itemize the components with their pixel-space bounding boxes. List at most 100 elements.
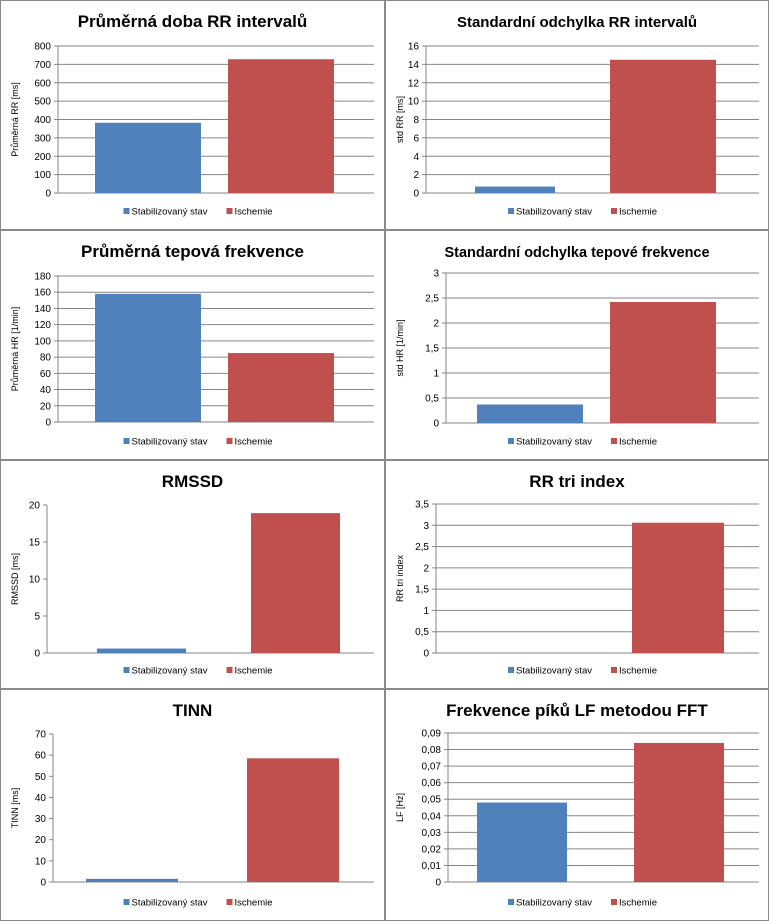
y-tick-label: 0,06 — [422, 778, 442, 789]
legend-swatch-ischemie — [226, 899, 233, 905]
bar-ischemie — [610, 302, 716, 423]
legend-swatch-stabilizovany-stav — [508, 208, 514, 214]
y-tick-label: 8 — [413, 115, 419, 126]
y-tick-label: 14 — [408, 60, 420, 71]
y-tick-label: 10 — [29, 575, 41, 586]
y-tick-label: 0,09 — [422, 729, 442, 740]
y-tick-label: 6 — [413, 133, 419, 144]
legend-swatch-ischemie — [611, 899, 617, 905]
y-axis-label: TINN [ms] — [10, 788, 20, 829]
bar-stabilizovany-stav — [477, 404, 583, 423]
bar-ischemie — [247, 758, 339, 882]
legend: Stabilizovaný stav Ischemie — [123, 437, 273, 448]
chart-title: TINN — [173, 701, 213, 720]
legend-label: Stabilizovaný stav — [516, 898, 592, 909]
legend-label: Ischemie — [619, 437, 657, 448]
legend-swatch-stabilizovany-stav — [508, 899, 514, 905]
chart-svg: TINN 0 10 20 30 40 50 60 70 TINN [ms] Stabilizovan… — [10, 701, 374, 909]
bar-ischemie — [632, 522, 724, 653]
y-tick-label: 0,03 — [422, 828, 442, 839]
y-tick-label: 3 — [433, 269, 439, 280]
chart-title: Frekvence píků LF metodou FFT — [446, 701, 708, 720]
chart-svg: Průměrná tepová frekvence 0 20 40 60 80 100 120… — [10, 242, 374, 448]
bar-stabilizovany-stav — [95, 293, 201, 422]
chart-svg: Standardní odchylka RR intervalů 0 2 4 6 8 10 1… — [395, 14, 759, 218]
chart-panel-tinn: TINN 0 10 20 30 40 50 60 70 TINN [ms] Stabilizovan… — [0, 689, 385, 921]
y-tick-label: 2 — [423, 563, 429, 574]
y-tick-label: 16 — [408, 42, 420, 53]
chart-title: Průměrná tepová frekvence — [81, 242, 304, 261]
legend-label: Stabilizovaný stav — [132, 437, 208, 448]
legend-swatch-ischemie — [226, 667, 233, 673]
y-tick-label: 0 — [34, 649, 40, 660]
legend-swatch-stabilizovany-stav — [508, 667, 514, 673]
bar-ischemie — [228, 59, 334, 194]
bar-ischemie — [251, 513, 340, 653]
y-tick-label: 20 — [40, 401, 52, 412]
y-tick-label: 140 — [34, 304, 51, 315]
legend-swatch-stabilizovany-stav — [123, 438, 130, 444]
y-tick-label: 12 — [408, 78, 420, 89]
y-tick-label: 1 — [433, 369, 439, 380]
chart-panel-prumerna-doba-rr-intervalu: Průměrná doba RR intervalů 0 100 200 300 400 5… — [0, 0, 385, 230]
y-tick-label: 0,07 — [422, 762, 442, 773]
y-tick-label: 1,5 — [425, 344, 439, 355]
bar-stabilizovany-stav — [95, 122, 201, 193]
legend-swatch-ischemie — [226, 438, 233, 444]
chart-panel-rr-tri-index: RR tri index 0 0,5 1 1,5 2 2,5 3 3,5 RR tri index… — [385, 460, 769, 689]
y-tick-label: 200 — [34, 152, 51, 163]
y-tick-label: 0,5 — [425, 394, 439, 405]
chart-svg: Průměrná doba RR intervalů 0 100 200 300 400 5… — [10, 12, 374, 218]
chart-panel-rmssd: RMSSD 0 5 10 15 20 RMSSD [ms] Stabilizovaný sta… — [0, 460, 385, 689]
y-tick-label: 0 — [423, 649, 429, 660]
legend: Stabilizovaný stav Ischemie — [123, 666, 273, 677]
bar-stabilizovany-stav — [477, 802, 567, 882]
y-tick-label: 0,04 — [422, 811, 442, 822]
y-tick-label: 80 — [40, 353, 52, 364]
y-tick-label: 20 — [35, 835, 47, 846]
legend-swatch-stabilizovany-stav — [508, 438, 514, 444]
y-axis-label: Průměrná HR [1/min] — [10, 307, 20, 392]
y-tick-label: 0,01 — [422, 861, 442, 872]
legend-label: Ischemie — [619, 207, 657, 218]
y-tick-label: 0 — [45, 418, 51, 429]
y-tick-label: 160 — [34, 288, 51, 299]
y-tick-label: 0,02 — [422, 844, 442, 855]
chart-svg: Frekvence píků LF metodou FFT 0 0,01 0,02 0,… — [395, 701, 759, 909]
legend-label: Stabilizovaný stav — [132, 898, 208, 909]
y-tick-label: 60 — [40, 369, 52, 380]
y-tick-label: 300 — [34, 133, 51, 144]
legend-label: Ischemie — [235, 898, 273, 909]
y-tick-label: 0,5 — [415, 627, 429, 638]
y-tick-label: 100 — [34, 336, 51, 347]
y-tick-label: 30 — [35, 814, 47, 825]
y-tick-label: 0 — [413, 189, 419, 200]
y-tick-label: 3,5 — [415, 500, 429, 511]
bar-stabilizovany-stav — [475, 186, 555, 193]
y-tick-label: 40 — [35, 793, 47, 804]
legend: Stabilizovaný stav Ischemie — [123, 898, 273, 909]
legend: Stabilizovaný stav Ischemie — [508, 898, 657, 909]
legend-swatch-stabilizovany-stav — [123, 208, 130, 214]
legend: Stabilizovaný stav Ischemie — [508, 666, 657, 677]
legend-swatch-ischemie — [611, 667, 617, 673]
legend-label: Stabilizovaný stav — [516, 666, 592, 677]
y-axis-label: LF [Hz] — [395, 793, 405, 822]
y-tick-label: 0 — [433, 419, 439, 430]
chart-title: Průměrná doba RR intervalů — [78, 12, 308, 31]
legend-label: Ischemie — [235, 666, 273, 677]
bar-stabilizovany-stav — [97, 648, 186, 653]
y-tick-label: 15 — [29, 538, 41, 549]
y-tick-label: 60 — [35, 751, 47, 762]
bar-ischemie — [228, 353, 334, 422]
legend: Stabilizovaný stav Ischemie — [508, 437, 657, 448]
legend: Stabilizovaný stav Ischemie — [123, 207, 273, 218]
legend-label: Stabilizovaný stav — [516, 437, 592, 448]
chart-panel-standardni-odchylka-rr-intervalu: Standardní odchylka RR intervalů 0 2 4 6 8 10 1… — [385, 0, 769, 230]
legend-label: Ischemie — [235, 207, 273, 218]
legend-label: Ischemie — [619, 898, 657, 909]
y-tick-label: 2 — [433, 319, 439, 330]
legend-swatch-ischemie — [611, 438, 617, 444]
chart-panel-prumerna-tepova-frekvence: Průměrná tepová frekvence 0 20 40 60 80 100 120… — [0, 230, 385, 460]
